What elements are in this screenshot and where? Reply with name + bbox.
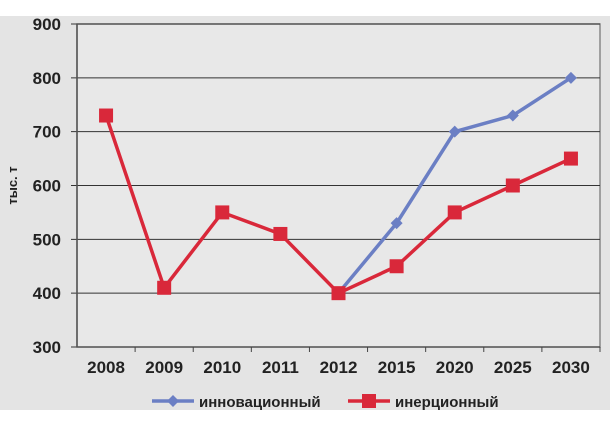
data-point-1	[389, 259, 404, 274]
y-tick-label: 300	[33, 338, 61, 357]
data-point-0	[448, 125, 461, 138]
data-point-0	[390, 217, 403, 230]
data-point-1	[563, 151, 578, 166]
x-tick-label: 2012	[320, 358, 358, 377]
data-point-1	[447, 205, 462, 220]
x-tick-label: 2020	[436, 358, 474, 377]
data-point-1	[505, 178, 520, 193]
x-tick-label: 2011	[262, 358, 299, 377]
x-tick-label: 2015	[378, 358, 416, 377]
x-tick-label: 2030	[552, 358, 590, 377]
x-tick-label: 2010	[203, 358, 241, 377]
y-tick-label: 600	[33, 177, 61, 196]
legend-marker-1	[362, 394, 376, 408]
data-point-1	[157, 280, 172, 295]
x-tick-label: 2009	[145, 358, 183, 377]
data-point-1	[273, 226, 288, 241]
data-point-1	[215, 205, 230, 220]
legend-marker-0	[167, 395, 179, 407]
data-point-0	[506, 109, 519, 122]
y-tick-label: 700	[33, 123, 61, 142]
y-tick-label: 400	[33, 284, 61, 303]
legend-label: инновационный	[199, 394, 321, 411]
x-tick-label: 2025	[494, 358, 532, 377]
data-point-0	[564, 71, 577, 84]
y-tick-label: 800	[33, 69, 61, 88]
legend-label: инерционный	[395, 394, 499, 411]
data-point-1	[99, 108, 114, 123]
y-tick-label: 900	[33, 15, 61, 34]
data-point-1	[331, 286, 346, 301]
x-tick-label: 2008	[87, 358, 125, 377]
y-tick-label: 500	[33, 230, 61, 249]
y-axis-label: тыс. т	[5, 166, 20, 204]
